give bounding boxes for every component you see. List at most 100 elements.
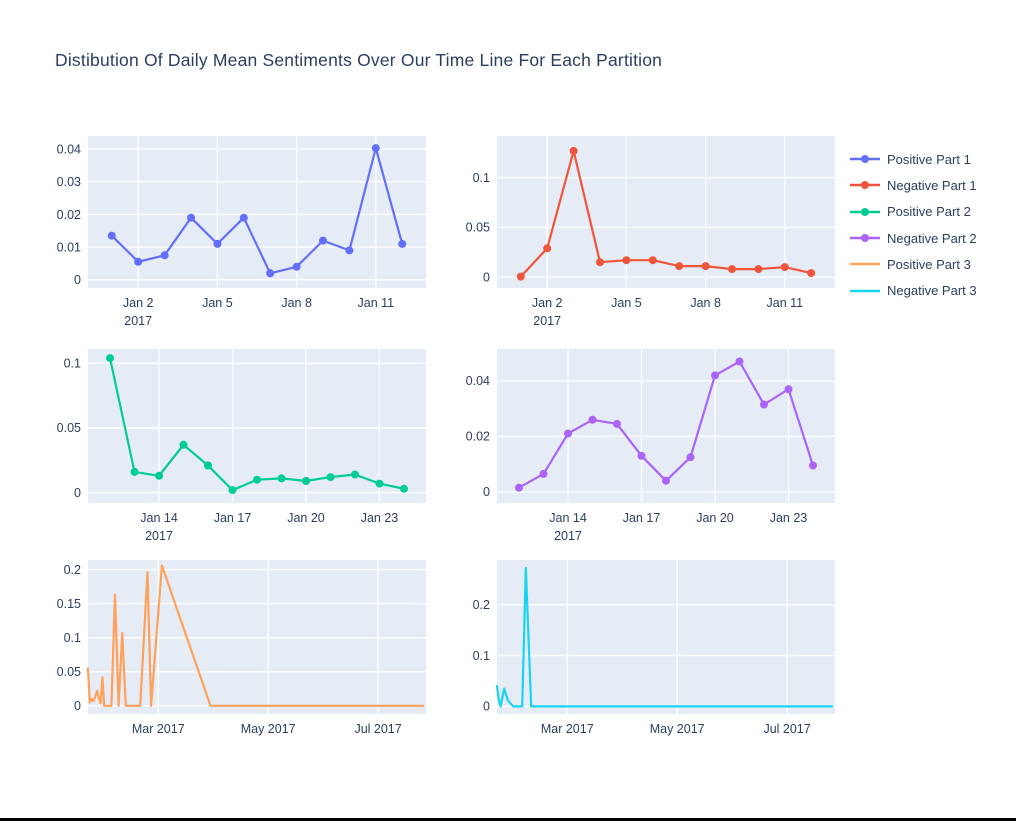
x-tick-label: Jan 11 <box>767 296 804 310</box>
x-tick-label: Jan 2 <box>532 296 563 310</box>
y-tick-label: 0.02 <box>57 208 81 222</box>
y-tick-label: 0.2 <box>64 563 81 577</box>
series-marker-negative-part-2[interactable] <box>564 429 572 438</box>
series-marker-negative-part-2[interactable] <box>588 415 597 424</box>
y-tick-label: 0.04 <box>57 142 81 156</box>
subplot-negative-part-1[interactable]: 0 0.05 0.1 Jan 2 2017 Jan 5 Jan 8 Jan 11 <box>439 136 835 334</box>
y-tick-label: 0.1 <box>64 631 81 645</box>
series-marker-negative-part-2[interactable] <box>784 385 793 394</box>
series-marker-negative-part-1[interactable] <box>516 272 525 281</box>
series-marker-negative-part-1[interactable] <box>807 269 816 278</box>
series-line-positive-part-3[interactable] <box>86 564 425 707</box>
subplot-negative-part-3[interactable]: 0 0.1 0.2 Mar 2017 May 2017 Jul 2017 <box>439 560 835 760</box>
legend-item-positive-part-2[interactable]: Positive Part 2 <box>850 199 977 225</box>
series-marker-negative-part-2[interactable] <box>809 461 817 470</box>
x-tick-label: Jan 14 <box>140 511 178 525</box>
x-tick-label: Jan 11 <box>358 296 395 310</box>
series-marker-negative-part-2[interactable] <box>539 469 548 478</box>
legend-line-sample-icon <box>850 234 880 243</box>
series-marker-positive-part-1[interactable] <box>160 251 169 260</box>
bottom-divider-line <box>0 818 1016 821</box>
legend-label: Negative Part 1 <box>887 177 977 193</box>
series-marker-positive-part-2[interactable] <box>204 461 212 470</box>
series-marker-positive-part-1[interactable] <box>134 257 143 266</box>
y-tick-label: 0 <box>74 273 81 287</box>
series-marker-positive-part-1[interactable] <box>239 213 248 222</box>
subplot-positive-part-1[interactable]: 0 0.01 0.02 0.03 0.04 Jan 2 2017 Jan 5 Jan 8 Jan … <box>30 136 426 334</box>
x-tick-label: Jan 17 <box>214 511 252 525</box>
legend: Positive Part 1 Negative Part 1 Positive P… <box>850 146 977 304</box>
series-marker-negative-part-1[interactable] <box>569 146 578 155</box>
legend-item-negative-part-3[interactable]: Negative Part 3 <box>850 277 977 303</box>
series-marker-negative-part-2[interactable] <box>760 400 768 409</box>
series-marker-negative-part-1[interactable] <box>675 262 684 271</box>
series-marker-negative-part-2[interactable] <box>613 419 621 428</box>
series-marker-positive-part-2[interactable] <box>400 484 408 493</box>
series-marker-negative-part-1[interactable] <box>596 258 604 267</box>
series-marker-positive-part-1[interactable] <box>292 262 301 271</box>
series-marker-positive-part-1[interactable] <box>213 239 222 248</box>
series-marker-negative-part-1[interactable] <box>543 244 552 253</box>
legend-item-negative-part-1[interactable]: Negative Part 1 <box>850 172 977 198</box>
series-line-negative-part-3[interactable] <box>495 567 834 708</box>
series-line-negative-part-1[interactable] <box>519 149 813 278</box>
series-marker-positive-part-2[interactable] <box>228 486 237 495</box>
series-marker-negative-part-1[interactable] <box>728 265 736 274</box>
legend-line-sample-icon <box>850 181 880 190</box>
subplot-positive-part-2[interactable]: 0 0.05 0.1 Jan 14 2017 Jan 17 Jan 20 Jan 23 <box>30 349 426 549</box>
x-tick-label: Jan 14 <box>549 511 587 525</box>
series-marker-negative-part-2[interactable] <box>686 453 695 462</box>
series-marker-negative-part-2[interactable] <box>515 483 523 492</box>
series-marker-positive-part-1[interactable] <box>371 144 380 153</box>
x-tick-year-label: 2017 <box>124 314 152 328</box>
series-marker-positive-part-1[interactable] <box>107 231 116 240</box>
series-marker-negative-part-1[interactable] <box>622 256 631 265</box>
series-marker-positive-part-2[interactable] <box>277 474 286 483</box>
series-line-positive-part-1[interactable] <box>110 147 404 275</box>
series-marker-positive-part-2[interactable] <box>375 479 384 488</box>
x-tick-label: Jan 5 <box>202 296 233 310</box>
series-marker-positive-part-2[interactable] <box>106 354 114 363</box>
series-marker-positive-part-1[interactable] <box>398 239 407 248</box>
x-tick-label: Jan 8 <box>281 296 312 310</box>
legend-item-positive-part-3[interactable]: Positive Part 3 <box>850 251 977 277</box>
series-marker-positive-part-2[interactable] <box>155 471 163 480</box>
series-marker-positive-part-2[interactable] <box>351 470 359 479</box>
series-marker-negative-part-1[interactable] <box>648 256 657 265</box>
legend-label: Positive Part 1 <box>887 151 971 167</box>
y-tick-label: 0 <box>74 699 81 713</box>
series-marker-positive-part-1[interactable] <box>187 213 195 222</box>
series-marker-positive-part-1[interactable] <box>345 246 354 255</box>
legend-label: Positive Part 3 <box>887 256 971 272</box>
series-marker-negative-part-2[interactable] <box>637 451 646 460</box>
series-marker-negative-part-1[interactable] <box>701 262 710 271</box>
series-marker-negative-part-1[interactable] <box>780 263 789 272</box>
series-marker-negative-part-2[interactable] <box>711 371 719 380</box>
series-marker-negative-part-1[interactable] <box>754 265 763 274</box>
plot-area[interactable] <box>88 136 426 288</box>
plot-area[interactable] <box>497 560 835 714</box>
legend-item-positive-part-1[interactable]: Positive Part 1 <box>850 146 977 172</box>
series-marker-positive-part-2[interactable] <box>179 440 188 449</box>
legend-item-negative-part-2[interactable]: Negative Part 2 <box>850 225 977 251</box>
series-marker-positive-part-2[interactable] <box>302 477 310 485</box>
x-tick-label: Mar 2017 <box>132 722 185 736</box>
series-marker-positive-part-2[interactable] <box>326 473 335 482</box>
series-marker-positive-part-2[interactable] <box>253 475 261 484</box>
series-marker-negative-part-2[interactable] <box>662 476 670 485</box>
x-tick-label: May 2017 <box>241 722 296 736</box>
subplot-negative-part-2[interactable]: 0 0.02 0.04 Jan 14 2017 Jan 17 Jan 20 Jan 23 <box>439 349 835 549</box>
x-tick-label: Jan 20 <box>287 511 325 525</box>
series-marker-positive-part-2[interactable] <box>130 467 139 476</box>
series-marker-negative-part-2[interactable] <box>735 357 744 366</box>
plot-area[interactable] <box>88 560 426 714</box>
x-tick-label: Jan 17 <box>623 511 661 525</box>
y-tick-label: 0 <box>483 700 490 714</box>
series-marker-positive-part-1[interactable] <box>266 269 275 278</box>
x-tick-label: Jan 5 <box>611 296 642 310</box>
x-tick-label: Jan 23 <box>361 511 399 525</box>
y-tick-label: 0.1 <box>473 171 490 185</box>
subplot-positive-part-3[interactable]: 0 0.05 0.1 0.15 0.2 Mar 2017 May 2017 Jul 2017 <box>30 560 426 760</box>
series-marker-positive-part-1[interactable] <box>319 236 327 245</box>
